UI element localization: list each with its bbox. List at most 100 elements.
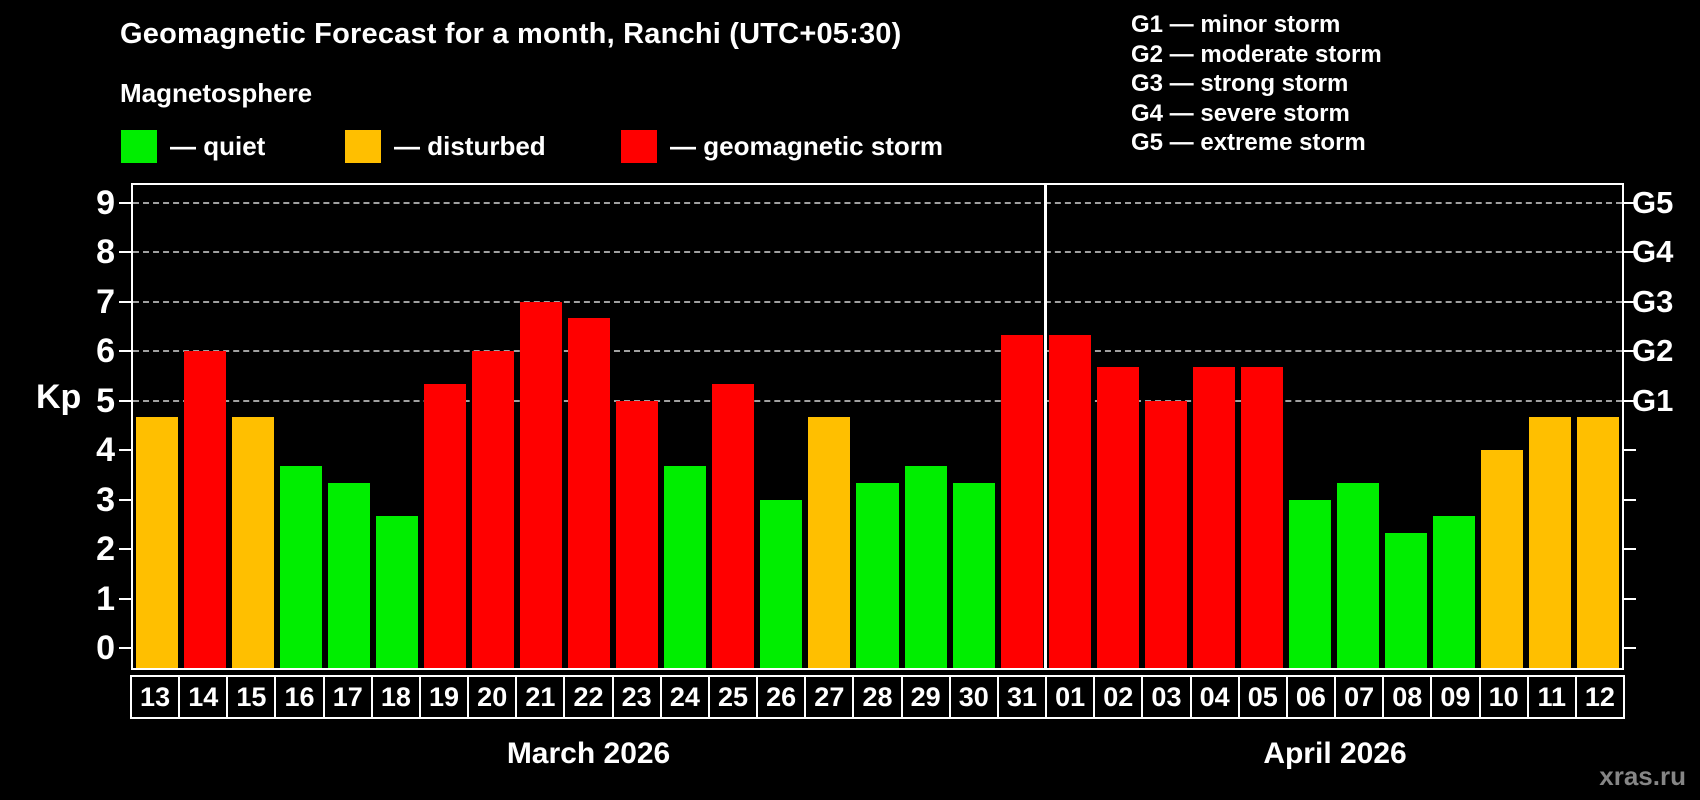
date-label-11: 11	[1526, 675, 1577, 719]
date-label-10: 10	[1478, 675, 1529, 719]
date-label-17: 17	[322, 675, 373, 719]
page-title: Geomagnetic Forecast for a month, Ranchi…	[120, 18, 902, 50]
date-label-16: 16	[274, 675, 325, 719]
date-label-21: 21	[515, 675, 566, 719]
date-label-06: 06	[1285, 675, 1337, 719]
date-label-12: 12	[1574, 675, 1625, 719]
date-label-31: 31	[996, 675, 1048, 719]
g-legend-line-5: G5 — extreme storm	[1131, 129, 1366, 156]
y-tick-left-4	[119, 449, 131, 451]
date-label-26: 26	[756, 675, 807, 719]
g-legend-line-4: G4 — severe storm	[1131, 99, 1350, 127]
y-tick-label-7: 7	[96, 282, 115, 321]
y-tick-label-4: 4	[96, 431, 115, 469]
y-tick-right-3	[1624, 498, 1636, 501]
date-label-04: 04	[1189, 675, 1240, 719]
quiet-swatch	[121, 129, 157, 163]
bar-day-18	[376, 515, 419, 668]
y-tick-left-6	[119, 350, 131, 352]
y-tick-right-2	[1624, 548, 1636, 550]
g-axis-label-G3: G3	[1632, 283, 1674, 319]
date-label-20: 20	[467, 675, 518, 719]
bar-day-22	[568, 317, 611, 668]
date-axis: 13 14 15 16 17 18 19 20 21 22 23 24 25 26 27 28 29 30 31 01…	[130, 675, 1625, 719]
kp-status-legend: — quiet — disturbed — geomagnetic storm	[0, 127, 1100, 165]
bar-day-27	[808, 416, 851, 668]
bar-day-14	[184, 351, 227, 668]
bar-day-21	[520, 301, 563, 668]
date-label-08: 08	[1382, 675, 1433, 719]
gridline-kp9	[133, 201, 1622, 204]
bar-day-12	[1576, 416, 1619, 668]
y-tick-right-7	[1624, 300, 1636, 303]
g-axis-label-G5: G5	[1632, 184, 1674, 220]
gridline-kp8	[133, 251, 1622, 253]
g-legend-line-3: G3 — strong storm	[1131, 70, 1349, 97]
legend-item-disturbed: — disturbed	[345, 127, 546, 165]
date-label-19: 19	[418, 675, 470, 719]
y-tick-right-4	[1624, 449, 1636, 451]
bar-day-04	[1192, 367, 1235, 668]
bar-day-03	[1144, 400, 1187, 668]
watermark: xras.ru	[1599, 761, 1686, 791]
y-tick-left-5	[119, 399, 131, 402]
legend-label-quiet: — quiet	[170, 130, 266, 161]
date-label-09: 09	[1430, 675, 1481, 719]
date-label-30: 30	[948, 675, 999, 719]
y-tick-left-9	[119, 201, 131, 204]
date-label-02: 02	[1093, 675, 1144, 719]
bar-day-09	[1432, 515, 1475, 668]
y-tick-left-2	[119, 548, 131, 550]
date-label-23: 23	[611, 675, 662, 719]
gridline-kp7	[133, 300, 1622, 303]
month-label-2: April 2026	[1263, 737, 1407, 770]
y-tick-right-8	[1624, 251, 1636, 253]
date-label-22: 22	[563, 675, 614, 719]
y-tick-right-1	[1624, 597, 1636, 600]
date-label-05: 05	[1237, 675, 1288, 719]
y-tick-label-5: 5	[96, 381, 115, 420]
date-label-03: 03	[1141, 675, 1192, 719]
y-tick-label-9: 9	[96, 183, 115, 222]
bar-day-31	[1000, 334, 1043, 668]
y-tick-left-3	[119, 498, 131, 501]
bar-day-17	[328, 483, 371, 668]
y-tick-left-0	[119, 647, 131, 649]
legend-label-storm: — geomagnetic storm	[670, 130, 944, 161]
bar-day-02	[1096, 367, 1139, 668]
y-tick-right-9	[1624, 201, 1636, 204]
bar-day-26	[760, 499, 803, 668]
bar-day-28	[856, 483, 899, 668]
date-label-13: 13	[130, 675, 181, 719]
plot-area: 0 1 2 3 4 5 6 7 8 9 G1 G2 G3 G4 G5	[96, 183, 1673, 670]
bar-day-06	[1288, 499, 1331, 668]
legend-item-storm: — geomagnetic storm	[621, 127, 943, 165]
g-axis-label-G4: G4	[1632, 234, 1674, 269]
g-legend-line-1: G1 — minor storm	[1131, 11, 1341, 38]
bar-day-25	[712, 384, 755, 668]
date-label-27: 27	[804, 675, 855, 719]
date-label-28: 28	[852, 675, 903, 719]
bar-day-01	[1048, 334, 1091, 668]
storm-swatch	[621, 129, 657, 163]
date-label-01: 01	[1045, 675, 1096, 719]
chart-subtitle: Magnetosphere	[120, 78, 313, 108]
date-label-14: 14	[178, 675, 229, 719]
g-axis-label-G1: G1	[1632, 382, 1674, 418]
y-tick-label-2: 2	[96, 530, 115, 568]
date-label-07: 07	[1334, 675, 1385, 719]
y-tick-label-8: 8	[96, 233, 115, 271]
y-tick-label-1: 1	[96, 579, 115, 618]
y-tick-right-0	[1624, 647, 1636, 649]
g-axis-label-G2: G2	[1632, 333, 1674, 368]
legend-item-quiet: — quiet	[121, 127, 265, 165]
bar-day-08	[1384, 532, 1427, 668]
bar-day-20	[472, 351, 515, 668]
bar-day-29	[904, 466, 947, 668]
bar-day-15	[232, 416, 275, 668]
y-tick-right-6	[1624, 350, 1636, 352]
y-axis-label: Kp	[36, 378, 82, 416]
month-label-1: March 2026	[506, 737, 671, 770]
g-scale-legend: G1 — minor storm G2 — moderate storm G3 — …	[1131, 10, 1382, 158]
legend-label-disturbed: — disturbed	[394, 130, 546, 161]
